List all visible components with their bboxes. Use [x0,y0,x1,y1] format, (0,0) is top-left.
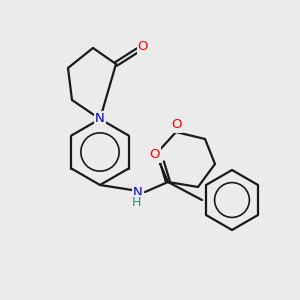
Text: O: O [172,118,182,131]
Text: N: N [133,187,143,200]
Text: H: H [131,196,141,208]
Text: O: O [150,148,160,161]
Text: O: O [138,40,148,53]
Text: N: N [95,112,105,125]
